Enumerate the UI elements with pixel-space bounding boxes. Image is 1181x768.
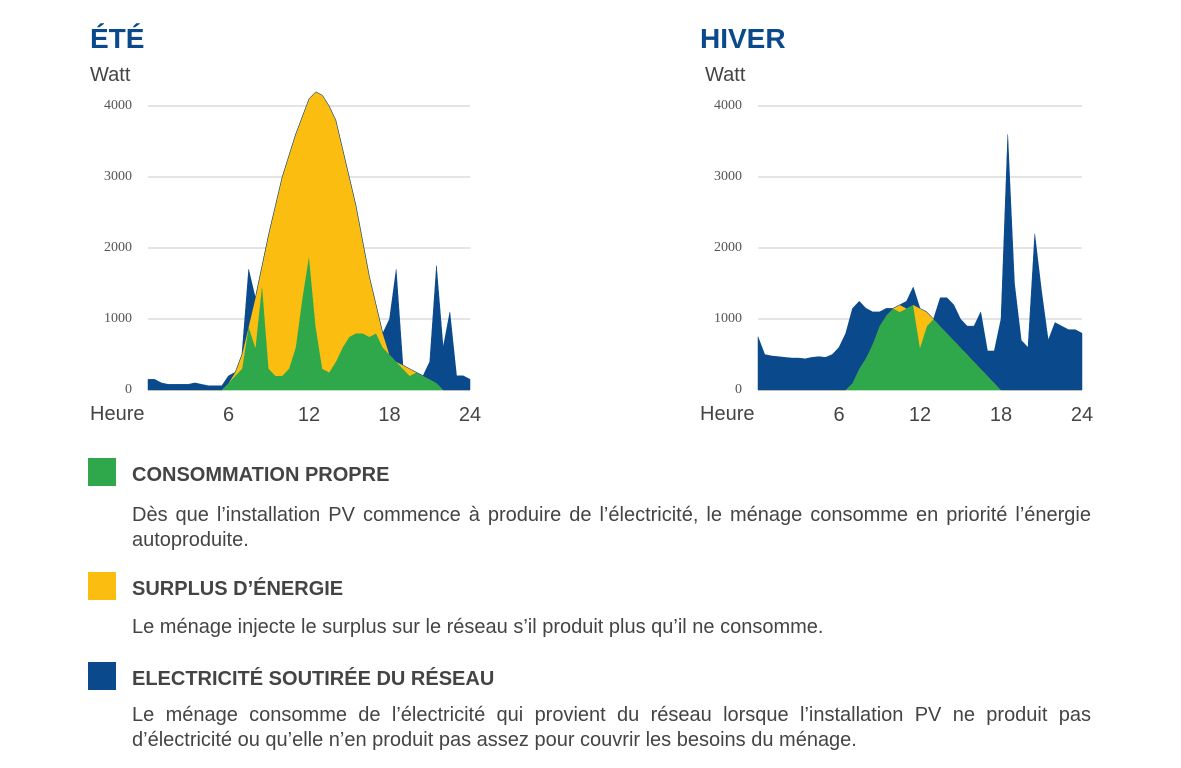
y-axis-label: Watt [90, 64, 131, 86]
chart-title: ÉTÉ [90, 23, 144, 54]
legend-description: Le ménage injecte le surplus sur le rése… [132, 616, 824, 638]
y-tick-label: 2000 [104, 240, 132, 255]
legend-swatch [88, 458, 116, 486]
area [757, 134, 1083, 391]
y-tick-label: 1000 [714, 311, 742, 326]
legend-swatch [88, 572, 116, 600]
x-tick-label: 12 [298, 404, 320, 426]
x-tick-label: 24 [1071, 404, 1093, 426]
y-tick-label: 1000 [104, 311, 132, 326]
y-tick-label: 3000 [714, 169, 742, 184]
y-tick-label: 0 [125, 382, 132, 397]
legend-label: ELECTRICITÉ SOUTIRÉE DU RÉSEAU [132, 668, 495, 690]
area [148, 255, 470, 391]
y-tick-label: 2000 [714, 240, 742, 255]
x-tick-label: 24 [459, 404, 481, 426]
chart-title: HIVER [700, 23, 786, 54]
legend-label: CONSOMMATION PROPRE [132, 464, 390, 486]
y-tick-label: 0 [735, 382, 742, 397]
area [147, 91, 471, 391]
x-axis-label: Heure [90, 403, 144, 425]
x-tick-label: 6 [223, 404, 234, 426]
y-tick-label: 4000 [714, 98, 742, 113]
legend-description: Le ménage consomme de l’électricité qui … [132, 704, 1091, 751]
x-axis-label: Heure [700, 403, 754, 425]
x-tick-label: 12 [909, 404, 931, 426]
y-axis-label: Watt [705, 64, 746, 86]
legend-label: SURPLUS D’ÉNERGIE [132, 578, 344, 600]
x-tick-label: 18 [990, 404, 1012, 426]
legend-swatch [88, 662, 116, 690]
charts: ÉTÉ Watt Heure 0 1000 2000 3000 4000 6 12 18 24 HIVE… [90, 23, 1093, 426]
y-tick-label: 4000 [104, 98, 132, 113]
y-tick-label: 3000 [104, 169, 132, 184]
legend-description: Dès que l’installation PV commence à pro… [132, 504, 1091, 551]
x-tick-label: 18 [378, 404, 400, 426]
x-tick-label: 6 [833, 404, 844, 426]
